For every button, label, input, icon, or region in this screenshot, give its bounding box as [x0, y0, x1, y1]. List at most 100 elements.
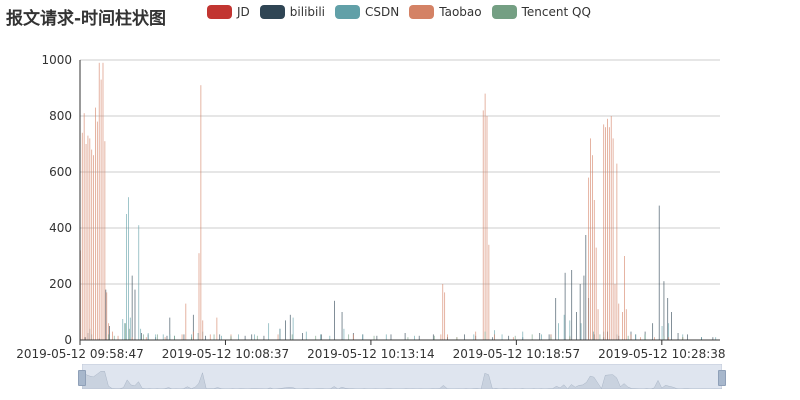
- bar: [200, 85, 202, 340]
- bar: [157, 334, 158, 340]
- bar: [279, 328, 281, 340]
- bar: [95, 107, 96, 340]
- bar: [320, 334, 321, 340]
- bar: [362, 334, 364, 340]
- y-tick-label: 600: [49, 165, 72, 179]
- bar: [291, 334, 293, 340]
- legend-item-taobao[interactable]: Taobao: [409, 5, 482, 19]
- bar: [131, 275, 133, 340]
- bar: [564, 272, 566, 340]
- bar: [84, 337, 86, 340]
- bar: [202, 320, 204, 340]
- legend-item-jd[interactable]: JD: [207, 5, 250, 19]
- bar: [251, 334, 253, 340]
- bar: [198, 253, 200, 340]
- bar: [108, 334, 110, 340]
- bar: [104, 141, 106, 340]
- zoom-handle-right[interactable]: [718, 370, 726, 386]
- bar: [440, 334, 442, 340]
- bar: [667, 298, 669, 340]
- bar: [181, 334, 183, 340]
- bar: [244, 335, 246, 340]
- bar: [597, 309, 599, 340]
- bar: [433, 335, 435, 340]
- legend-label-csdn: CSDN: [365, 5, 400, 19]
- bar: [96, 121, 98, 340]
- legend-swatch-taobao: [409, 5, 435, 19]
- bar: [447, 334, 448, 340]
- bar: [486, 116, 488, 340]
- bar: [209, 334, 211, 340]
- zoom-handle-left[interactable]: [78, 370, 86, 386]
- bar: [140, 328, 142, 340]
- bar: [599, 334, 601, 340]
- bar: [285, 320, 286, 340]
- bar: [627, 335, 629, 340]
- bar: [576, 312, 577, 340]
- bar: [117, 335, 119, 340]
- bar: [635, 334, 637, 340]
- bar: [254, 334, 255, 340]
- bar: [687, 334, 688, 340]
- bar: [98, 62, 100, 341]
- legend: JD bilibili CSDN Taobao Tencent QQ: [207, 5, 591, 19]
- legend-label-tencent-qq: Tencent QQ: [521, 5, 591, 19]
- bar: [668, 323, 670, 340]
- bar: [571, 270, 573, 340]
- bar: [555, 298, 557, 340]
- bar: [352, 334, 354, 340]
- bar: [715, 337, 717, 340]
- bar: [614, 284, 616, 340]
- bar: [329, 335, 331, 340]
- legend-swatch-jd: [207, 5, 232, 19]
- bar: [569, 335, 571, 340]
- bar: [192, 314, 194, 340]
- bar: [230, 335, 232, 340]
- bar: [348, 334, 350, 340]
- bar: [624, 256, 625, 340]
- bar: [418, 335, 420, 340]
- bar: [134, 289, 136, 340]
- legend-item-csdn[interactable]: CSDN: [335, 5, 399, 19]
- bar: [539, 333, 541, 340]
- bar: [608, 127, 610, 340]
- bar: [216, 317, 218, 340]
- bar: [277, 334, 279, 340]
- legend-label-taobao: Taobao: [439, 5, 482, 19]
- bar: [464, 334, 465, 340]
- bar: [334, 300, 335, 340]
- bar: [145, 337, 147, 340]
- bar: [122, 319, 124, 340]
- bar: [658, 205, 660, 340]
- bar: [302, 333, 303, 340]
- bar: [682, 337, 684, 340]
- bar: [109, 326, 110, 340]
- bar: [143, 334, 144, 340]
- bar: [164, 337, 166, 340]
- bar: [618, 303, 620, 340]
- bar: [268, 323, 270, 340]
- bar: [341, 312, 343, 340]
- legend-item-bilibili[interactable]: bilibili: [259, 5, 325, 19]
- bar: [376, 335, 378, 340]
- bar: [616, 163, 618, 340]
- bar: [131, 337, 133, 340]
- legend-item-tencent-qq[interactable]: Tencent QQ: [491, 5, 591, 19]
- bar: [185, 303, 187, 340]
- bar: [644, 334, 646, 340]
- y-tick-label: 200: [49, 277, 72, 291]
- bar: [147, 333, 149, 340]
- bar: [488, 244, 490, 340]
- bar: [256, 335, 258, 340]
- bar: [89, 138, 91, 340]
- legend-swatch-csdn: [335, 5, 361, 19]
- bar: [583, 275, 585, 340]
- bar: [654, 337, 655, 340]
- bar: [292, 317, 294, 340]
- x-tick-label: 2019-05-12 10:13:14: [307, 347, 434, 361]
- bar: [569, 320, 571, 340]
- bar: [531, 334, 533, 340]
- zoom-slider[interactable]: [82, 364, 722, 389]
- bar: [579, 284, 581, 340]
- x-tick-label: 2019-05-12 10:08:37: [162, 347, 289, 361]
